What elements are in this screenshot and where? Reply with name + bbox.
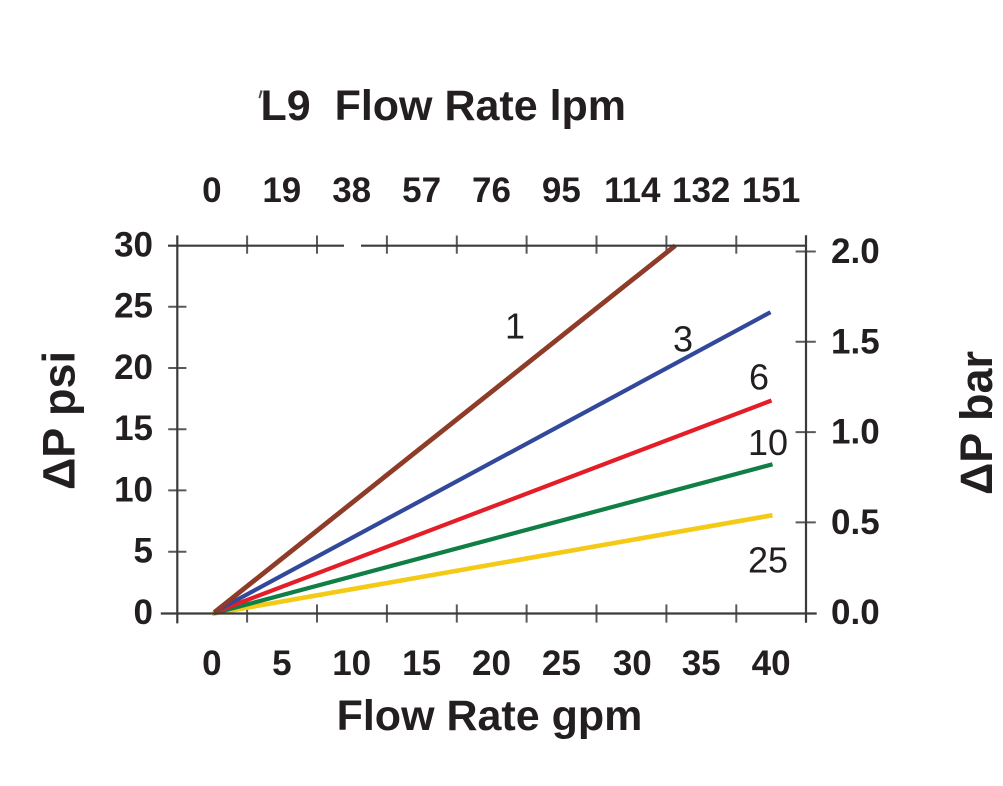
svg-text:114: 114: [604, 171, 661, 210]
svg-text:5: 5: [134, 532, 153, 571]
svg-text:20: 20: [472, 644, 511, 683]
svg-text:0.0: 0.0: [831, 593, 880, 632]
svg-text:38: 38: [332, 171, 371, 210]
svg-text:ΔP bar: ΔP bar: [951, 351, 1002, 495]
svg-text:132: 132: [672, 171, 730, 210]
svg-text:1.5: 1.5: [831, 322, 880, 361]
svg-text:151: 151: [742, 171, 800, 210]
svg-text:10: 10: [748, 422, 788, 463]
svg-text:30: 30: [613, 644, 652, 683]
svg-text:25: 25: [748, 540, 788, 581]
svg-text:25: 25: [542, 644, 581, 683]
svg-text:0.5: 0.5: [831, 503, 880, 542]
svg-text:L9 Flow Rate lpm: L9 Flow Rate lpm: [261, 82, 627, 130]
svg-text:19: 19: [262, 171, 301, 210]
svg-text:25: 25: [114, 287, 153, 326]
svg-text:15: 15: [402, 644, 441, 683]
svg-text:6: 6: [749, 357, 769, 398]
svg-text:3: 3: [673, 319, 693, 360]
svg-text:0: 0: [202, 644, 221, 683]
svg-text:0: 0: [202, 171, 221, 210]
svg-text:10: 10: [332, 644, 371, 683]
svg-text:0: 0: [134, 593, 153, 632]
svg-text:1: 1: [505, 305, 525, 346]
svg-text:57: 57: [402, 171, 441, 210]
svg-text:76: 76: [472, 171, 511, 210]
svg-text:2.0: 2.0: [831, 232, 880, 271]
svg-text:1.0: 1.0: [831, 413, 880, 452]
svg-text:30: 30: [114, 226, 153, 265]
svg-text:95: 95: [542, 171, 581, 210]
svg-text:Flow Rate gpm: Flow Rate gpm: [337, 692, 643, 740]
svg-text:20: 20: [114, 348, 153, 387]
svg-text:35: 35: [682, 644, 721, 683]
svg-text:10: 10: [114, 470, 153, 509]
svg-text:5: 5: [272, 644, 291, 683]
svg-text:15: 15: [114, 409, 153, 448]
svg-text:40: 40: [752, 644, 791, 683]
svg-text:ΔP psi: ΔP psi: [33, 351, 84, 490]
